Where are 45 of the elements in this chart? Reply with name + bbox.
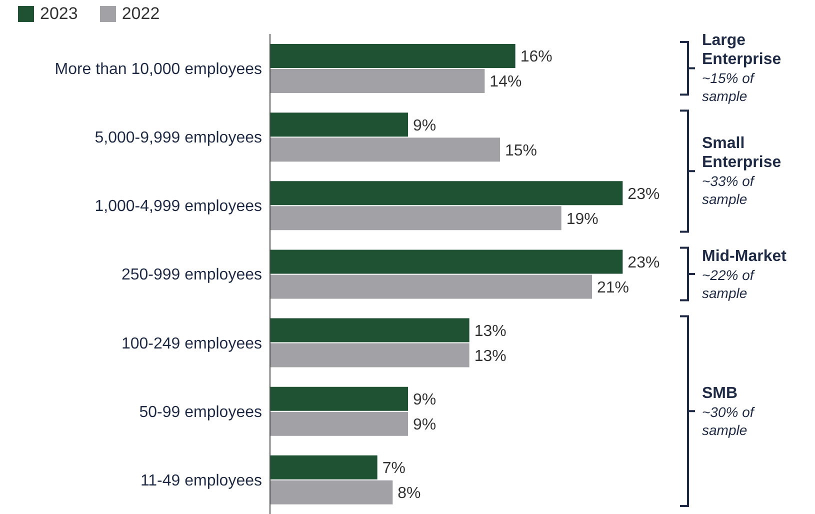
data-label: 13% <box>474 322 506 340</box>
bar <box>270 318 470 342</box>
bar <box>270 343 470 368</box>
data-label: 23% <box>628 186 660 203</box>
legend-label: 2023 <box>40 4 78 24</box>
bar <box>270 181 623 206</box>
bar <box>270 274 592 299</box>
text: Mid-Market <box>702 246 788 266</box>
data-label: 21% <box>597 279 630 296</box>
data-label: 14% <box>490 74 522 91</box>
bar <box>270 138 500 162</box>
data-label: 9% <box>413 416 436 434</box>
text: ~33% of sample <box>702 172 756 208</box>
text: ~30% of sample <box>702 402 756 439</box>
data-label: 7% <box>382 460 406 478</box>
bar <box>270 112 408 137</box>
y-tick-label: More than 10,000 employees <box>54 60 262 78</box>
bar <box>270 44 516 68</box>
y-tick-label: 250-999 employees <box>121 266 262 284</box>
y-tick-label: 50-99 employees <box>139 404 262 421</box>
data-label: 16% <box>520 48 552 66</box>
y-tick-label: 100-249 employees <box>121 335 262 352</box>
text: SMB <box>702 384 739 403</box>
data-label: 8% <box>398 485 421 502</box>
y-tick-label: 11-49 employees <box>140 472 262 490</box>
text: ~22% of sample <box>702 266 756 302</box>
data-label: 9% <box>413 117 436 134</box>
data-label: 15% <box>505 142 538 160</box>
bar <box>270 206 562 230</box>
bar <box>270 412 408 436</box>
data-label: 19% <box>566 210 598 228</box>
text: Large Enterprise <box>702 31 782 70</box>
text: ~15% of sample <box>702 69 756 106</box>
data-label: 13% <box>474 348 506 365</box>
legend-label: 2022 <box>122 4 160 24</box>
text: Small Enterprise <box>702 134 782 172</box>
bar <box>270 455 378 480</box>
data-label: 23% <box>628 254 660 272</box>
y-tick-label: 1,000-4,999 employees <box>94 198 262 216</box>
bar <box>270 386 408 411</box>
data-label: 9% <box>413 392 436 409</box>
y-tick-label: 5,000-9,999 employees <box>94 130 262 147</box>
bar <box>270 250 623 274</box>
bar <box>270 69 485 93</box>
bar <box>270 480 393 504</box>
